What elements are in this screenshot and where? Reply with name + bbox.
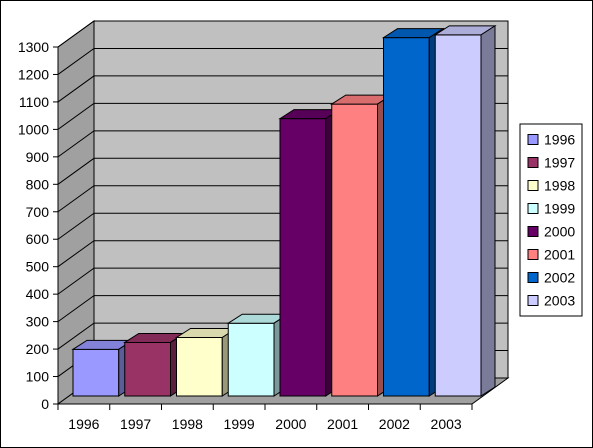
bar-front bbox=[227, 322, 275, 397]
y-tick-label: 100 bbox=[26, 369, 50, 385]
gridline bbox=[57, 75, 508, 103]
y-tick-label: 1200 bbox=[18, 66, 49, 82]
y-tick-label: 500 bbox=[26, 259, 50, 275]
y-tick-label: 600 bbox=[26, 231, 50, 247]
legend-swatch bbox=[527, 249, 539, 260]
y-tick-label: 200 bbox=[26, 341, 50, 357]
bar-1997 bbox=[123, 332, 187, 397]
bar-1996 bbox=[71, 339, 135, 397]
bar-2000 bbox=[278, 108, 342, 397]
y-tick-label: 1000 bbox=[18, 121, 49, 137]
y-tick-label: 1300 bbox=[18, 39, 49, 55]
legend-label: 2002 bbox=[544, 270, 575, 286]
gridline bbox=[57, 20, 508, 48]
bars bbox=[71, 24, 497, 397]
bar-front bbox=[279, 118, 327, 397]
bar-front bbox=[124, 341, 171, 397]
y-tick-label: 0 bbox=[41, 396, 49, 412]
x-tick-label: 1998 bbox=[172, 416, 203, 432]
bar-2003 bbox=[433, 24, 497, 397]
x-tick-label: 1999 bbox=[224, 416, 255, 432]
y-tick-label: 700 bbox=[26, 204, 50, 220]
legend-label: 1996 bbox=[544, 132, 575, 148]
bar-front bbox=[434, 34, 482, 397]
x-tick-label: 1996 bbox=[68, 416, 99, 432]
bar-front bbox=[383, 37, 430, 397]
bar-front bbox=[72, 348, 120, 397]
legend-label: 2001 bbox=[544, 247, 575, 263]
x-tick-label: 1997 bbox=[120, 416, 151, 432]
y-tick-label: 400 bbox=[26, 286, 50, 302]
legend-box bbox=[519, 123, 583, 317]
legend-swatch bbox=[527, 226, 539, 237]
y-tick-label: 300 bbox=[26, 314, 50, 330]
x-axis-tick-labels: 1996 1997 1998 1999 2000 2001 2002 2003 bbox=[57, 404, 473, 432]
legend-swatch bbox=[527, 272, 539, 283]
legend-swatch bbox=[527, 180, 539, 191]
y-axis-tick-labels: 0 100 200 300 400 500 600 700 800 900 1000 1100 1200… bbox=[18, 39, 58, 412]
bar-front bbox=[331, 103, 378, 397]
legend: 1996 1997 1998 1999 2000 2001 2002 2003 bbox=[519, 123, 583, 317]
y-tick-label: 1100 bbox=[19, 94, 49, 110]
x-tick-label: 2003 bbox=[431, 416, 462, 432]
legend-swatch bbox=[527, 203, 539, 214]
bar-1999 bbox=[226, 313, 290, 397]
bar-side bbox=[480, 24, 496, 397]
bar-2002 bbox=[381, 27, 445, 397]
x-tick-label: 2000 bbox=[275, 416, 306, 432]
x-tick-label: 2002 bbox=[379, 416, 410, 432]
bar-front bbox=[176, 337, 223, 397]
legend-swatch bbox=[527, 134, 539, 145]
y-tick-label: 800 bbox=[26, 176, 50, 192]
legend-swatch bbox=[527, 295, 539, 306]
gridline bbox=[57, 47, 508, 75]
legend-label: 1998 bbox=[544, 178, 575, 194]
legend-label: 2000 bbox=[544, 224, 575, 240]
bar-2001 bbox=[330, 94, 394, 397]
legend-label: 1999 bbox=[544, 201, 575, 217]
legend-label: 1997 bbox=[544, 155, 575, 171]
legend-swatch bbox=[527, 157, 539, 168]
y-tick-label: 900 bbox=[26, 149, 50, 165]
legend-label: 2003 bbox=[544, 293, 575, 309]
x-tick-label: 2001 bbox=[327, 416, 358, 432]
bar-1998 bbox=[174, 327, 238, 397]
